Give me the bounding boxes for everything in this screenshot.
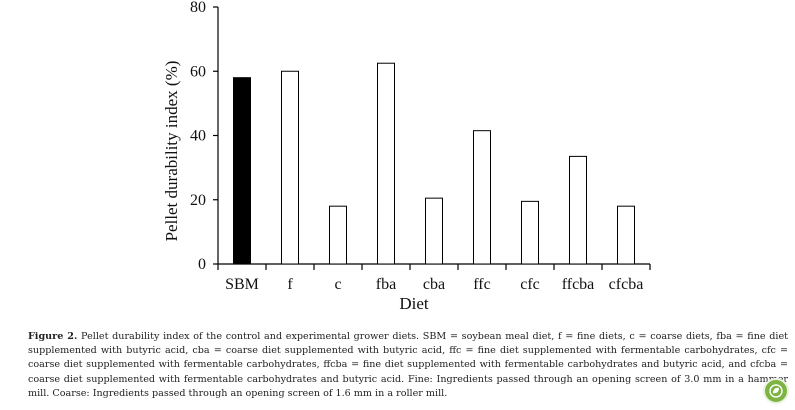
bar-f	[281, 70, 299, 265]
x-tick-label: c	[334, 276, 341, 293]
x-tick-label: f	[287, 276, 293, 293]
x-axis: SBM f c fba cba ffc cfc ffcba cfcba	[217, 263, 651, 293]
y-tick-label: 40	[190, 128, 206, 145]
x-tick-label: cba	[423, 276, 445, 293]
bars	[233, 62, 635, 265]
x-tick-label: fba	[376, 276, 396, 293]
x-tick-label: ffcba	[562, 276, 595, 293]
bar-ffc	[473, 130, 491, 265]
bar-ffcba	[569, 155, 587, 265]
y-axis-title: Pellet durability index (%)	[162, 61, 181, 242]
bar-c	[329, 205, 347, 265]
bar-chart: 0 20 40 60 80 SBM f c fba cba ffc cfc ffcba cfcba Pe…	[162, 0, 651, 313]
y-tick-label: 80	[190, 0, 206, 16]
caption-label: Figure 2.	[28, 331, 78, 342]
bar-cfcba	[617, 205, 635, 265]
x-tick-label: cfc	[520, 276, 540, 293]
bar-cfc	[521, 200, 539, 265]
bar-cba	[425, 197, 443, 265]
y-axis: 0 20 40 60 80	[190, 0, 219, 273]
x-tick-label: cfcba	[609, 276, 644, 293]
caption-text: Pellet durability index of the control a…	[28, 331, 789, 399]
bar-fba	[377, 62, 395, 265]
x-axis-title: Diet	[399, 294, 429, 313]
y-tick-label: 60	[190, 63, 206, 80]
x-tick-label: ffc	[473, 276, 490, 293]
figure-caption: Figure 2. Pellet durability index of the…	[28, 330, 788, 401]
bar-SBM	[233, 77, 251, 265]
y-tick-label: 20	[190, 192, 206, 209]
x-tick-label: SBM	[225, 276, 259, 293]
leaf-badge-icon	[763, 378, 789, 404]
y-tick-label: 0	[198, 256, 206, 273]
